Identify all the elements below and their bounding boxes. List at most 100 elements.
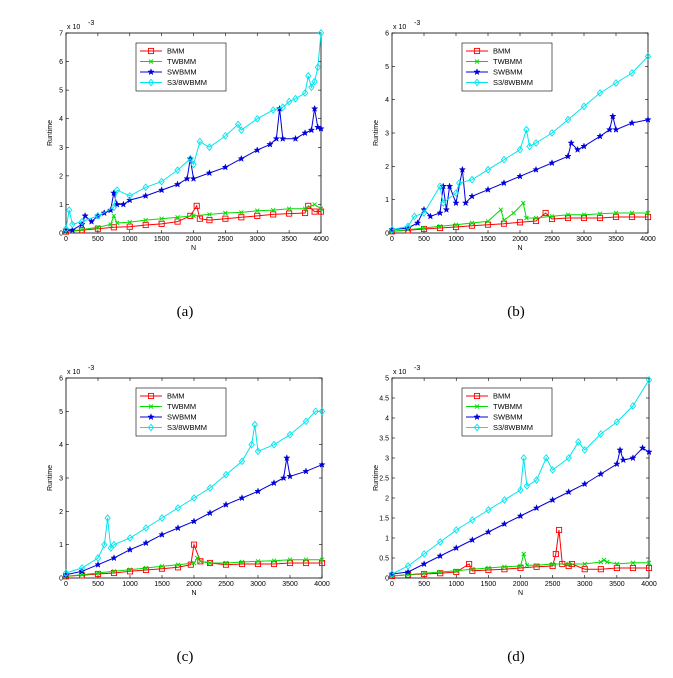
data-point xyxy=(597,430,604,438)
x-tick-label: 4000 xyxy=(313,236,329,243)
data-point xyxy=(318,460,326,468)
legend-label: BMM xyxy=(493,392,511,401)
x-tick-label: 2500 xyxy=(218,581,234,588)
data-point xyxy=(253,146,261,154)
data-point xyxy=(612,125,620,133)
legend-label: BMM xyxy=(493,47,511,56)
data-point xyxy=(523,125,530,134)
data-point xyxy=(302,417,310,426)
legend-marker xyxy=(147,78,155,87)
data-point xyxy=(564,214,572,222)
y-tick-label: 5 xyxy=(59,88,63,95)
data-point xyxy=(205,169,214,177)
series-line xyxy=(65,542,322,577)
y-axis-label: Runtime xyxy=(373,465,380,491)
data-point xyxy=(94,570,102,578)
data-point xyxy=(94,225,101,232)
data-point xyxy=(548,159,556,167)
y-tick-label: 3 xyxy=(385,131,389,138)
data-point xyxy=(524,562,530,568)
legend-label: SWBMM xyxy=(167,68,197,77)
series-line xyxy=(65,410,322,574)
data-point xyxy=(534,562,539,568)
data-point xyxy=(469,567,476,574)
series-line xyxy=(391,529,649,577)
data-point xyxy=(110,224,117,231)
y-tick-label: 2.5 xyxy=(379,476,389,483)
x-tick-label: 3000 xyxy=(249,236,265,243)
x-tick-label: 2000 xyxy=(512,236,528,243)
data-point xyxy=(279,474,288,482)
panel-caption: (c) xyxy=(177,649,194,665)
data-point xyxy=(183,174,191,182)
data-point xyxy=(456,179,463,187)
y-exponent-power: -3 xyxy=(414,20,420,27)
legend-marker xyxy=(474,59,480,64)
legend-marker xyxy=(147,423,155,432)
legend-label: S3/8WBMM xyxy=(493,423,533,432)
y-tick-label: 0 xyxy=(59,576,63,583)
data-point xyxy=(81,211,89,220)
data-point xyxy=(302,206,308,212)
data-point xyxy=(469,566,475,572)
data-point xyxy=(94,211,102,220)
data-point xyxy=(612,213,620,221)
y-tick-label: 4 xyxy=(385,416,389,423)
series-line xyxy=(391,201,648,232)
data-point xyxy=(174,166,181,175)
series-twbmm xyxy=(389,200,651,234)
data-point xyxy=(498,207,504,212)
data-point xyxy=(291,134,300,142)
data-point xyxy=(645,376,653,384)
data-point xyxy=(317,124,325,132)
data-point xyxy=(520,454,527,462)
data-point xyxy=(604,559,610,565)
data-point xyxy=(142,524,150,532)
y-exponent-power: -3 xyxy=(88,365,94,372)
data-point xyxy=(461,199,470,207)
data-point xyxy=(533,476,540,484)
data-point xyxy=(95,224,101,230)
chart-panel: 0 500 1000 1500 2000 2500 3000 3500 4000 0 1 2 3 4 5 6x… xyxy=(373,20,656,320)
data-point xyxy=(238,457,246,466)
series-bmm xyxy=(388,209,652,235)
data-point xyxy=(580,142,588,150)
data-point xyxy=(485,219,491,224)
x-tick-label: 3500 xyxy=(282,581,298,588)
data-point xyxy=(421,570,428,578)
data-point xyxy=(66,206,73,215)
x-axis-label: N xyxy=(191,590,196,597)
data-point xyxy=(158,530,166,538)
legend-marker xyxy=(473,392,481,400)
data-point xyxy=(613,210,619,216)
data-point xyxy=(223,210,228,216)
data-point xyxy=(174,218,181,225)
data-point xyxy=(206,509,214,517)
x-tick-label: 500 xyxy=(92,236,104,243)
data-point xyxy=(468,192,476,200)
data-point xyxy=(452,199,460,207)
legend-marker xyxy=(473,423,481,432)
series-line xyxy=(65,32,322,229)
data-point xyxy=(234,120,242,129)
y-tick-label: 4.5 xyxy=(379,396,389,403)
series-line xyxy=(65,203,322,233)
x-tick-label: 2500 xyxy=(544,236,560,243)
data-point xyxy=(104,514,111,522)
data-point xyxy=(126,191,133,200)
data-point xyxy=(613,418,621,426)
data-point xyxy=(532,139,540,147)
data-point xyxy=(500,155,508,164)
data-point xyxy=(193,202,200,209)
legend-label: TWBMM xyxy=(167,402,196,411)
series-line xyxy=(391,116,649,231)
x-tick-label: 0 xyxy=(64,581,68,588)
y-tick-label: 5 xyxy=(385,64,389,71)
data-point xyxy=(645,210,651,216)
y-tick-label: 1 xyxy=(59,542,63,549)
y-tick-label: 6 xyxy=(59,59,63,66)
y-tick-label: 4 xyxy=(59,442,63,449)
data-point xyxy=(312,407,319,416)
